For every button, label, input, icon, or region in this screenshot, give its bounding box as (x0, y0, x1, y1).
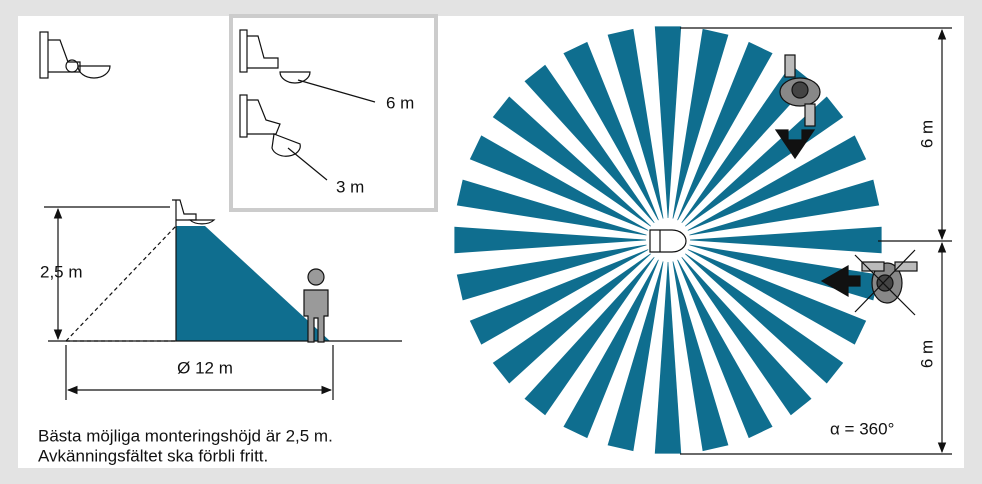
fan-wedge (607, 28, 664, 219)
fan-wedge (563, 259, 659, 439)
inset-label: 6 m (386, 93, 414, 112)
fan-wedge (492, 96, 652, 227)
fan-wedge (681, 256, 812, 416)
fan-wedge (654, 26, 682, 219)
fan-wedge (469, 135, 649, 231)
sensor-icon (39, 31, 111, 79)
inset-sensors (239, 29, 311, 157)
fan-wedge (677, 259, 773, 439)
fan-wedge (563, 41, 659, 221)
fan-wedge (687, 249, 867, 345)
dashed-edge (65, 225, 177, 342)
fan-wedge (677, 41, 773, 221)
fan-wedge (524, 256, 655, 416)
fan-wedge (456, 179, 647, 236)
distance-label: 6 m (917, 120, 936, 148)
inset-pointer (287, 147, 328, 181)
caption-line: Bästa möjliga monteringshöjd är 2,5 m. (38, 426, 333, 445)
fan-wedge (469, 249, 649, 345)
fan-wedge (684, 253, 844, 384)
inset-frame (229, 14, 438, 212)
fan-wedge (607, 261, 664, 452)
height-label: 2,5 m (40, 262, 83, 281)
detection-zone (176, 226, 330, 341)
fan-wedge (681, 64, 812, 224)
walker-side (820, 249, 918, 316)
center-sensor (649, 229, 687, 253)
inset-pointer (297, 79, 376, 103)
person (303, 268, 329, 343)
fan-wedge (689, 226, 882, 254)
fan-wedge (684, 96, 844, 227)
fan-wedge (672, 261, 729, 452)
diameter-label: Ø 12 m (177, 358, 233, 377)
inset-label: 3 m (336, 177, 364, 196)
distance-label: 6 m (917, 340, 936, 368)
side-sensor (172, 199, 216, 225)
fan-wedge (454, 226, 647, 254)
angle-label: α = 360° (830, 419, 894, 438)
fan-wedge (456, 244, 647, 301)
fan-wedge (524, 64, 655, 224)
caption-line: Avkänningsfältet ska förbli fritt. (38, 446, 268, 465)
detection-fan (454, 26, 882, 454)
fan-wedge (492, 253, 652, 384)
fan-wedge (687, 135, 867, 231)
walker-top (774, 54, 821, 160)
fan-wedge (672, 28, 729, 219)
fan-wedge (689, 179, 880, 236)
fan-wedge (654, 261, 682, 454)
